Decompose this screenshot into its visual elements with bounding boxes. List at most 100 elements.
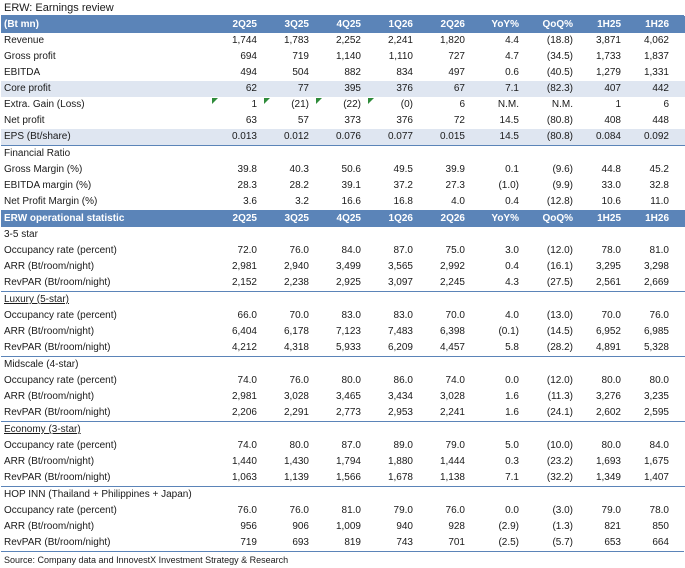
table-row: Net profit 63 57 373 376 72 14.5 (80.8) 408 448 9.… (1, 113, 685, 129)
cell-value: (11.3) (547, 391, 573, 402)
cell-value: 70.0 (289, 310, 309, 321)
report-title: ERW: Earnings review (1, 0, 684, 16)
cell-value: 1,678 (387, 472, 413, 483)
cell-value: (9.9) (552, 180, 573, 191)
cell-value: 4.0 (673, 438, 685, 454)
cell-value: (0.1) (498, 326, 519, 337)
cell-value: 4.4 (505, 35, 519, 46)
cell-value: (14.5) (546, 326, 573, 337)
cell-value: 850 (652, 521, 669, 532)
cell-value: 1,279 (595, 67, 621, 78)
cell-value: (0) (365, 97, 417, 113)
cell-value: 834 (396, 67, 413, 78)
cell-value: 3,298 (643, 261, 669, 272)
cell-value: 2,602 (595, 407, 621, 418)
cell-value: 0.4 (505, 261, 519, 272)
row-label: RevPAR (Bt/room/night) (4, 472, 111, 483)
cell-value: 2,953 (387, 407, 413, 418)
column-header: 1Q26 (365, 16, 417, 33)
cell-value: 3,028 (439, 391, 465, 402)
cell-value: 1,407 (643, 472, 669, 483)
cell-value: 80.0 (289, 440, 309, 451)
cell-value: 719 (292, 51, 309, 62)
cell-value: 76.0 (289, 245, 309, 256)
cell-value: 83.0 (341, 310, 361, 321)
cell-value: (1.0) (498, 180, 519, 191)
cell-value: 727 (448, 51, 465, 62)
cell-value: 16.6 (341, 196, 361, 207)
cell-value: 494 (240, 67, 257, 78)
cell-value: 14.5 (499, 115, 519, 126)
row-label: Occupancy rate (percent) (4, 375, 117, 386)
cell-value: 3,235 (643, 391, 669, 402)
cell-value: 0.0 (673, 373, 685, 389)
cell-value: 1,733 (595, 51, 621, 62)
cell-value: 1,675 (643, 456, 669, 467)
column-header: 1H25 (577, 16, 625, 33)
row-label: RevPAR (Bt/room/night) (4, 407, 111, 418)
cell-value: 74.0 (445, 375, 465, 386)
cell-value: (12.0) (546, 375, 573, 386)
cell-value: 75.0 (445, 245, 465, 256)
cell-value: 6,985 (643, 326, 669, 337)
cell-value: (2.9) (498, 521, 519, 532)
cell-value: 0.3 (505, 456, 519, 467)
cell-value: 3.5 (673, 519, 685, 535)
row-label: EBITDA (4, 67, 41, 78)
cell-value: 44.8 (601, 164, 621, 175)
section-title-row: Economy (3-star) (1, 421, 685, 438)
row-label: Gross profit (4, 51, 56, 62)
cell-value: 67 (417, 81, 469, 97)
cell-value: (1.0) (673, 503, 685, 519)
row-label: EPS (Bt/share) (1, 129, 209, 146)
cell-value: 373 (344, 115, 361, 126)
table-row: Extra. Gain (Loss) 1 (21) (22) (0) 6 N.M. N.M. 1… (1, 97, 685, 113)
cell-value: (1.3) (673, 389, 685, 405)
table-row: RevPAR (Bt/room/night) 1,063 1,139 1,566 1,6… (1, 470, 685, 487)
cell-value: 79.0 (601, 505, 621, 516)
cell-value: (2.5) (498, 537, 519, 548)
cell-value: 5.8 (505, 342, 519, 353)
cell-value: 76.0 (289, 375, 309, 386)
section-title: 3-5 star (4, 229, 38, 240)
cell-value: 0.077 (365, 129, 417, 146)
cell-value: 33.0 (601, 180, 621, 191)
table-row: Gross Margin (%) 39.8 40.3 50.6 49.5 39.9 0.1 (… (1, 162, 685, 178)
section-title: Economy (3-star) (1, 421, 685, 438)
cell-value: 4.2 (673, 275, 685, 292)
cell-value: N.M. (497, 99, 519, 110)
cell-value: 3,465 (335, 391, 361, 402)
row-label: Occupancy rate (percent) (4, 310, 117, 321)
cell-value: 1,444 (439, 456, 465, 467)
cell-value: 448 (652, 115, 669, 126)
cell-value: 4.1 (673, 65, 685, 81)
table-row: ARR (Bt/room/night) 2,981 2,940 3,499 3,565 2… (1, 259, 685, 275)
earnings-table: (Bt mn) 2Q25 3Q25 4Q25 1Q26 2Q26 YoY% QoQ% 1H25 1… (1, 16, 685, 551)
row-label: RevPAR (Bt/room/night) (4, 342, 111, 353)
cell-value: 882 (344, 67, 361, 78)
cell-value: 821 (604, 521, 621, 532)
cell-value: 701 (448, 537, 465, 548)
cell-value: (32.2) (546, 472, 573, 483)
cell-value: 3,276 (595, 391, 621, 402)
section-title: Midscale (4-star) (1, 356, 685, 373)
section-title-row: Midscale (4-star) (1, 356, 685, 373)
cell-value: 928 (448, 521, 465, 532)
cell-value: (12.8) (546, 196, 573, 207)
cell-value: 0.012 (261, 129, 313, 146)
cell-value: 72 (453, 115, 465, 126)
cell-value: 693 (292, 537, 309, 548)
cell-value: 2,925 (335, 277, 361, 288)
cell-value: 8.6 (673, 81, 685, 97)
cell-value: 376 (365, 81, 417, 97)
cell-value: 32.8 (649, 180, 669, 191)
cell-value: 3,028 (283, 391, 309, 402)
cell-value: (1.3) (552, 521, 573, 532)
cell-value: 1,783 (283, 35, 309, 46)
cell-value: 8.9 (673, 340, 685, 357)
cell-value: (12.0) (546, 245, 573, 256)
cell-value: 0.4 (505, 196, 519, 207)
cell-value: 1,140 (335, 51, 361, 62)
cell-value: (24.1) (546, 407, 573, 418)
cell-value: (80.8) (523, 129, 577, 146)
